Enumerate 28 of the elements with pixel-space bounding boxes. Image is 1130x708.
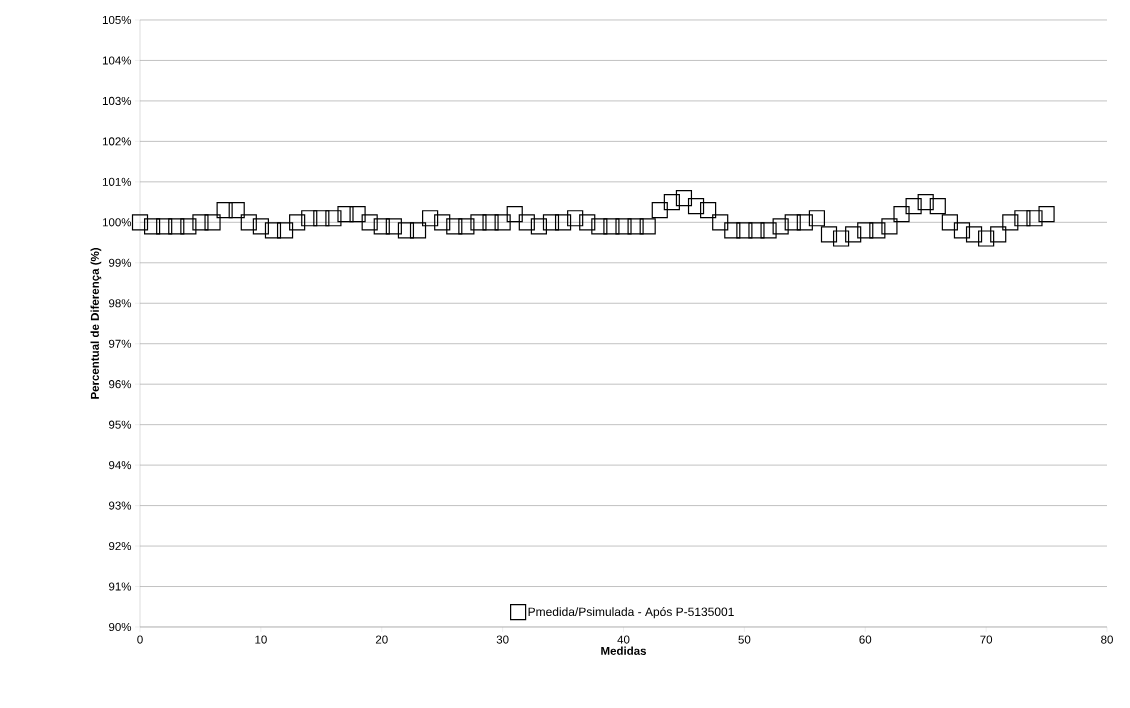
y-tick-label: 91% — [109, 582, 132, 591]
x-tick-label: 20 — [375, 635, 388, 644]
y-tick-label: 103% — [102, 96, 132, 105]
legend-label: Pmedida/Psimulada - Após P-5135001 — [528, 607, 734, 619]
x-tick-label: 40 — [617, 635, 630, 644]
y-tick-label: 98% — [109, 299, 132, 308]
x-axis-title: Medidas — [601, 646, 647, 655]
x-tick-label: 60 — [859, 635, 872, 644]
y-tick-label: 96% — [109, 380, 132, 389]
y-tick-label: 99% — [109, 258, 132, 267]
y-tick-label: 90% — [109, 622, 132, 632]
y-tick-label: 101% — [102, 177, 132, 186]
y-tick-label: 105% — [102, 15, 132, 25]
y-tick-label: 93% — [109, 501, 132, 510]
x-tick-label: 80 — [1101, 635, 1113, 644]
x-tick-label: 70 — [980, 635, 993, 644]
x-tick-label: 30 — [496, 635, 509, 644]
x-tick-label: 50 — [738, 635, 751, 644]
y-tick-label: 95% — [109, 420, 132, 429]
x-tick-label: 0 — [137, 635, 143, 644]
y-tick-label: 94% — [109, 461, 132, 470]
y-tick-label: 97% — [109, 339, 132, 348]
y-tick-label: 104% — [102, 56, 132, 65]
y-axis-title: Percentual de Diferença (%) — [90, 248, 102, 399]
y-tick-label: 100% — [102, 218, 132, 227]
y-tick-label: 92% — [109, 541, 132, 551]
x-tick-label: 10 — [255, 635, 267, 644]
y-tick-label: 102% — [102, 137, 132, 146]
